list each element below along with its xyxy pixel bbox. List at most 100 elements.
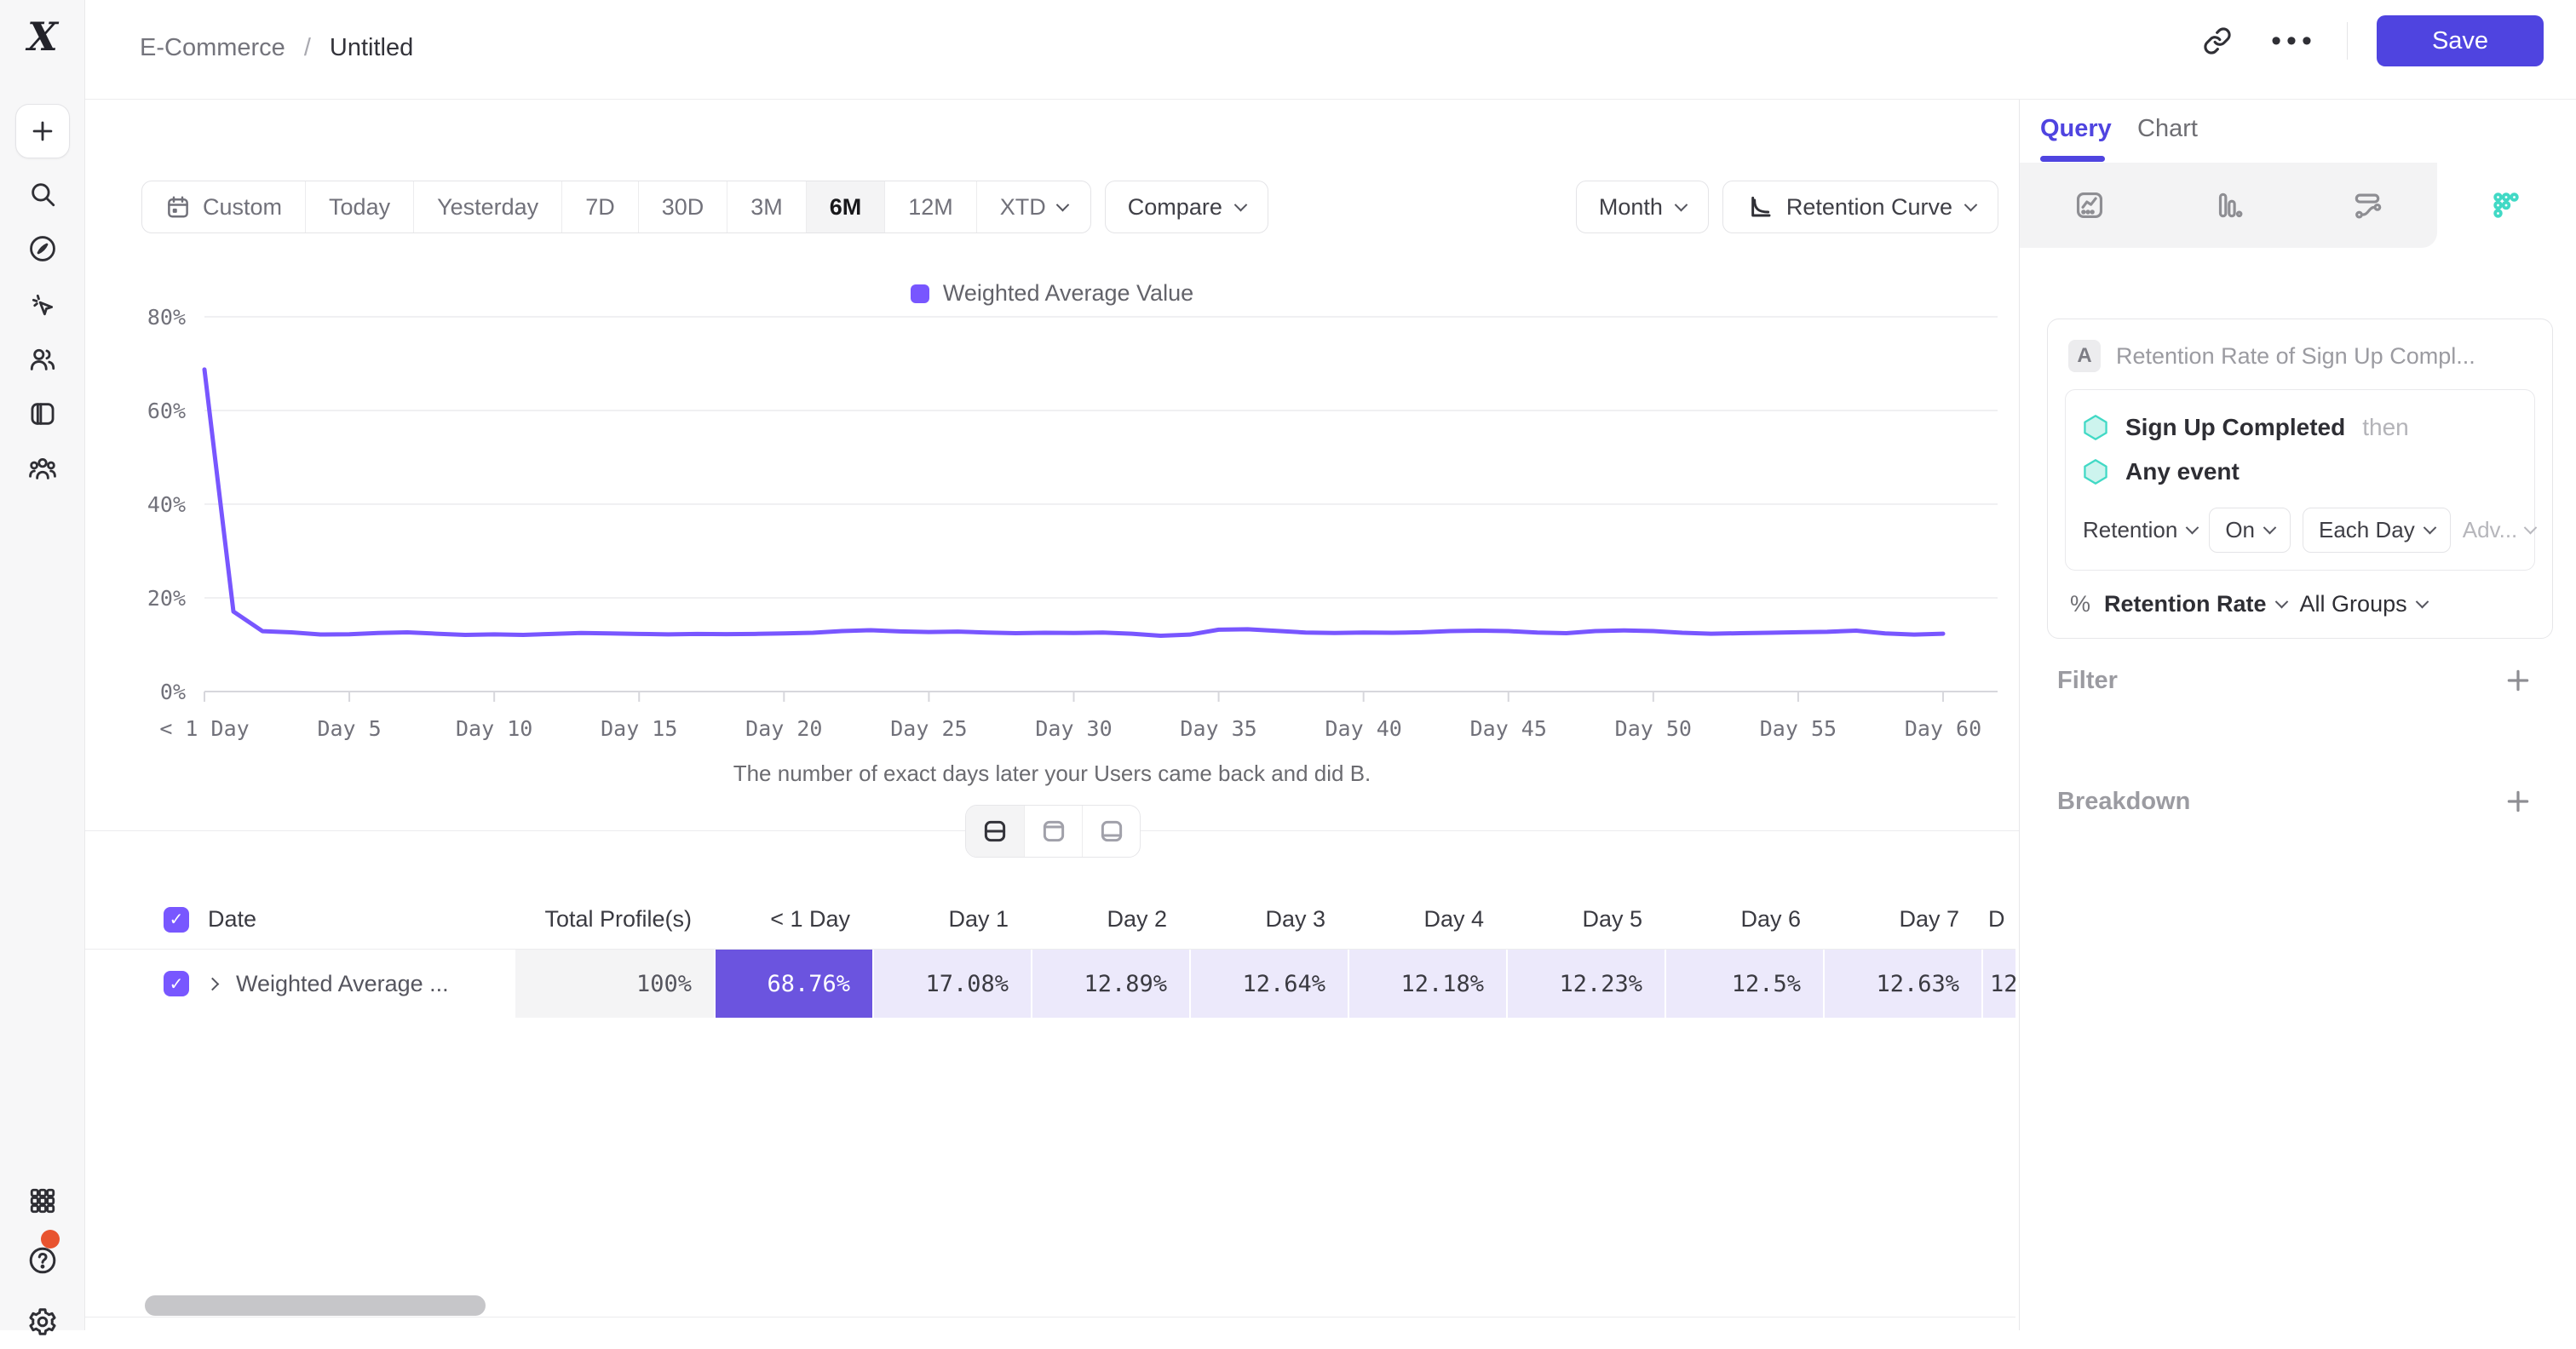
retention-value-cell[interactable]: 12.5%: [1665, 950, 1823, 1018]
series-badge: A: [2068, 340, 2101, 372]
range-today[interactable]: Today: [305, 181, 413, 232]
add-breakdown-button[interactable]: [2504, 788, 2532, 815]
grid-icon: [30, 1188, 55, 1214]
column-header[interactable]: Day 5: [1582, 906, 1642, 932]
bottom-pane-icon: [1101, 820, 1122, 842]
retention-type-dropdown[interactable]: Retention: [2083, 517, 2199, 543]
layout-split-button[interactable]: [966, 806, 1024, 857]
column-header[interactable]: Day 7: [1899, 906, 1959, 932]
top-pane-icon: [1043, 820, 1064, 842]
flows-report-tab[interactable]: [2297, 163, 2437, 248]
date-column-header[interactable]: Date: [208, 906, 257, 932]
column-header[interactable]: < 1 Day: [770, 906, 850, 932]
gear-icon: [29, 1308, 56, 1335]
chart-caption: The number of exact days later your User…: [733, 761, 1371, 786]
retention-value-cell[interactable]: 68.76%: [714, 950, 872, 1018]
layout-toggle-group: [965, 805, 1141, 858]
advanced-dropdown[interactable]: Adv...: [2463, 517, 2538, 543]
column-header[interactable]: Day 2: [1107, 906, 1167, 932]
y-axis-label: 80%: [147, 305, 186, 330]
layout-chart-only-button[interactable]: [1024, 806, 1082, 857]
apps-button[interactable]: [15, 1174, 70, 1228]
range-30d[interactable]: 30D: [637, 181, 727, 232]
events-nav-button[interactable]: [15, 278, 70, 332]
retention-report-tab[interactable]: [2436, 163, 2576, 248]
cohorts-nav-button[interactable]: [15, 441, 70, 496]
on-dropdown[interactable]: On: [2209, 508, 2291, 553]
total-profiles-cell[interactable]: 100%: [515, 950, 714, 1018]
retention-value-cell[interactable]: 12.64%: [1189, 950, 1348, 1018]
layout-table-only-button[interactable]: [1082, 806, 1140, 857]
retention-value-cell[interactable]: 12.89%: [1031, 950, 1189, 1018]
compare-dropdown[interactable]: Compare: [1104, 181, 1268, 233]
copy-link-button[interactable]: [2194, 17, 2241, 65]
boards-nav-button[interactable]: [15, 387, 70, 441]
column-header[interactable]: Total Profile(s): [544, 906, 692, 932]
range-6m[interactable]: 6M: [805, 181, 885, 232]
column-header[interactable]: Day 1: [948, 906, 1009, 932]
x-axis-label: Day 30: [1035, 716, 1112, 741]
select-all-checkbox[interactable]: ✓: [164, 906, 189, 933]
tab-query[interactable]: Query: [2040, 115, 2112, 142]
y-axis-label: 20%: [147, 586, 186, 611]
expand-row-icon[interactable]: [205, 977, 220, 990]
header-actions: ••• Save: [2194, 15, 2544, 66]
first-event-row[interactable]: Sign Up Completed then: [2079, 405, 2521, 450]
tab-chart[interactable]: Chart: [2137, 115, 2198, 142]
range-3m[interactable]: 3M: [727, 181, 806, 232]
insights-report-tab[interactable]: [2020, 163, 2159, 248]
table-row: ✓ Weighted Average ... 100% 68.76% 17.08% 1…: [85, 950, 2015, 1018]
retention-value-cell[interactable]: 12.18%: [1348, 950, 1506, 1018]
row-checkbox[interactable]: ✓: [164, 971, 189, 996]
more-options-button[interactable]: •••: [2270, 17, 2318, 65]
range-7d[interactable]: 7D: [561, 181, 638, 232]
save-button[interactable]: Save: [2377, 15, 2544, 66]
range-custom[interactable]: Custom: [142, 181, 305, 232]
granularity-dropdown[interactable]: Month: [1575, 181, 1709, 233]
chart-type-dropdown[interactable]: Retention Curve: [1722, 181, 1998, 233]
range-xtd[interactable]: XTD: [975, 181, 1090, 232]
breadcrumb-workspace[interactable]: E-Commerce: [140, 34, 285, 61]
groups-dropdown[interactable]: All Groups: [2300, 591, 2429, 617]
column-header[interactable]: Day 4: [1423, 906, 1484, 932]
search-nav-button[interactable]: [15, 167, 70, 221]
retention-line-series[interactable]: [202, 367, 1946, 639]
left-sidebar: X: [0, 0, 85, 1335]
retention-value-cell[interactable]: 12.23%: [1506, 950, 1665, 1018]
settings-button[interactable]: [15, 1294, 70, 1349]
row-label[interactable]: Weighted Average ...: [236, 970, 449, 996]
retention-chart[interactable]: 0% 20% 40% 60% 80% < 1 Day Day 5 Day 10 Day 15 Da…: [85, 298, 2019, 762]
report-type-tabs: [2020, 163, 2576, 248]
retention-value-cell[interactable]: 12.: [1981, 950, 2015, 1018]
chevron-down-icon: [2186, 520, 2199, 535]
chevron-down-icon: [1964, 198, 1978, 211]
second-event-row[interactable]: Any event: [2079, 450, 2521, 494]
chart-legend[interactable]: Weighted Average Value: [85, 280, 2019, 307]
hscroll-thumb[interactable]: [145, 1295, 486, 1316]
measure-dropdown[interactable]: Retention Rate: [2104, 591, 2288, 617]
retention-value-cell[interactable]: 17.08%: [872, 950, 1031, 1018]
range-yesterday[interactable]: Yesterday: [413, 181, 561, 232]
add-filter-button[interactable]: [2504, 667, 2532, 694]
retention-value-cell[interactable]: 12.63%: [1823, 950, 1981, 1018]
column-header[interactable]: Day 6: [1740, 906, 1801, 932]
chevron-down-icon: [1233, 198, 1248, 211]
percent-icon: %: [2070, 591, 2091, 617]
funnels-report-tab[interactable]: [2159, 163, 2298, 248]
range-12m[interactable]: 12M: [884, 181, 976, 232]
query-panel: Query Chart A Retention Rate of Sign Up …: [2019, 100, 2576, 1330]
users-nav-button[interactable]: [15, 332, 70, 387]
x-axis-label: Day 45: [1470, 716, 1547, 741]
create-new-button[interactable]: [15, 104, 70, 158]
each-day-dropdown[interactable]: Each Day: [2303, 508, 2451, 553]
legend-swatch: [910, 284, 929, 303]
breadcrumb-report-title[interactable]: Untitled: [329, 34, 414, 61]
header-divider: [2347, 22, 2348, 60]
mixpanel-logo-icon[interactable]: X: [27, 14, 58, 60]
explore-nav-button[interactable]: [15, 221, 70, 276]
breadcrumb: E-Commerce / Untitled: [140, 34, 413, 62]
series-title-row[interactable]: A Retention Rate of Sign Up Compl...: [2065, 338, 2535, 389]
column-header[interactable]: Day 3: [1265, 906, 1325, 932]
help-button[interactable]: [15, 1230, 70, 1288]
column-header[interactable]: D: [1988, 906, 2005, 932]
